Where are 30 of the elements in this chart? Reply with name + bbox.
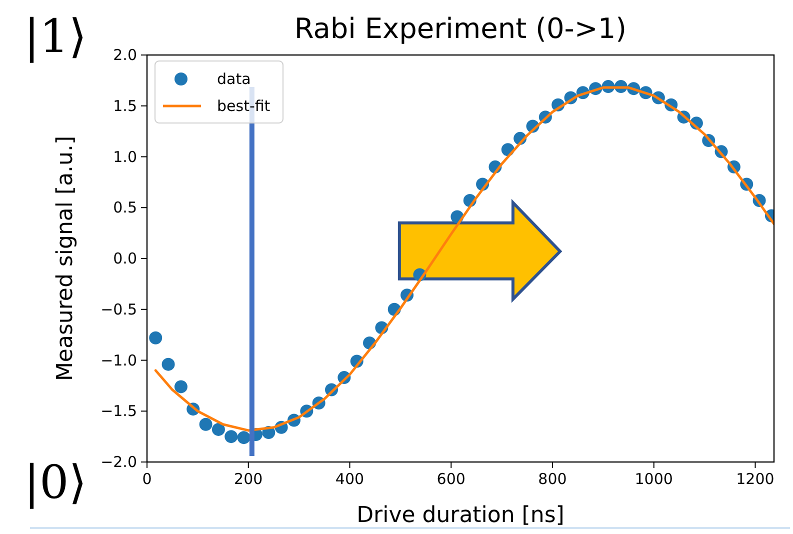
x-tick-label: 1000 [634,470,673,488]
x-tick-label: 600 [436,470,466,488]
y-tick-label: 1.0 [113,148,137,166]
y-tick-label: −0.5 [100,300,137,318]
point [199,418,212,431]
y-tick-label: 1.5 [113,96,137,115]
text: |1⟩ [24,9,87,63]
point [162,358,175,371]
point [237,431,250,444]
y-axis-title: Measured signal [a.u.] [53,136,78,382]
chart-title: Rabi Experiment (0->1) [294,12,627,45]
y-tick-label: −1.5 [100,402,137,420]
y-tick-label: −2.0 [100,453,137,471]
point [149,331,162,344]
text: |0⟩ [24,455,87,509]
point [212,422,225,436]
x-tick-label: 200 [234,470,263,488]
x-tick-label: 1200 [736,470,774,488]
x-tick-label: 800 [538,470,567,488]
point [174,380,188,394]
x-tick-label: 400 [335,470,364,488]
legend-label: data [217,70,251,88]
point [224,430,238,444]
y-tick-label: 0.0 [113,250,137,268]
x-axis-title: Drive duration [ns] [356,503,564,528]
legend-label: best-fit [217,97,270,115]
y-tick-label: 2.0 [113,46,137,64]
y-tick-label: 0.5 [113,198,137,217]
x-tick-label: 0 [142,470,152,488]
y-tick-label: −1.0 [100,351,137,370]
